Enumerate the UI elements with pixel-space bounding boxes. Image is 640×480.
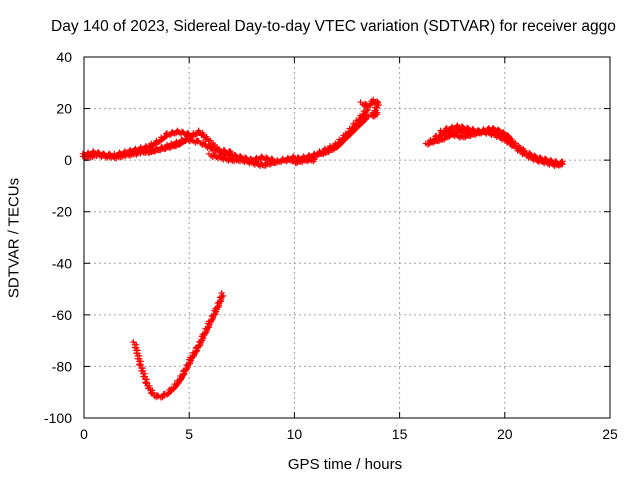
data-point-markers: [174, 368, 188, 385]
x-axis-label: GPS time / hours: [287, 456, 403, 473]
data-point-markers: [437, 127, 466, 136]
plot-frame: [83, 56, 611, 419]
series-arc-7: [357, 96, 382, 120]
x-tick-label: 0: [80, 426, 88, 442]
chart-title: Day 140 of 2023, Sidereal Day-to-day VTE…: [51, 18, 616, 35]
x-tick-label: 20: [497, 426, 513, 442]
y-tick-label: -60: [52, 307, 72, 323]
series-arc-11: [130, 290, 227, 401]
data-point-markers: [168, 380, 182, 393]
x-tick-label: 15: [392, 426, 408, 442]
x-tick-label: 10: [287, 426, 303, 442]
x-ticks: 0 5 10 15 20 25: [80, 57, 618, 442]
grid-lines: [84, 57, 610, 418]
data-point-markers: [342, 123, 361, 140]
data-point-markers: [193, 333, 207, 351]
data-point-markers: [479, 126, 497, 136]
y-axis-label: SDTVAR / TECUs: [5, 177, 23, 299]
y-tick-label: -20: [52, 204, 72, 220]
data-point-markers: [94, 150, 117, 161]
series-arc-10: [437, 125, 566, 169]
data-point-markers: [332, 134, 351, 151]
data-point-markers: [79, 151, 102, 162]
y-tick-label: 0: [64, 152, 72, 168]
data-point-markers: [187, 345, 201, 362]
x-tick-label: 25: [602, 426, 618, 442]
data-point-markers: [155, 391, 168, 401]
data-point-markers: [227, 155, 244, 165]
data-point-markers: [212, 292, 227, 313]
data-point-markers: [321, 144, 339, 156]
data-points: [79, 96, 566, 401]
y-tick-label: -40: [52, 255, 72, 271]
series-arc-3: [142, 127, 276, 164]
y-tick-label: 40: [56, 49, 72, 65]
data-point-markers: [142, 139, 161, 151]
y-ticks: -100 -80 -60 -40 -20 0 20 40: [44, 49, 610, 426]
x-tick-label: 5: [185, 426, 193, 442]
data-point-markers: [374, 109, 381, 116]
data-point-markers: [218, 290, 225, 296]
data-point-markers: [353, 113, 372, 130]
y-tick-label: -80: [52, 358, 72, 374]
data-point-markers: [130, 339, 144, 368]
data-point-markers: [559, 161, 566, 168]
data-point-markers: [136, 362, 150, 386]
data-point-markers: [199, 320, 213, 338]
data-point-markers: [124, 148, 146, 159]
data-point-markers: [180, 356, 194, 375]
data-point-markers: [206, 307, 219, 326]
y-tick-label: 20: [56, 101, 72, 117]
data-point-markers: [109, 151, 132, 162]
data-point-markers: [458, 127, 487, 136]
y-tick-label: -100: [44, 410, 72, 426]
